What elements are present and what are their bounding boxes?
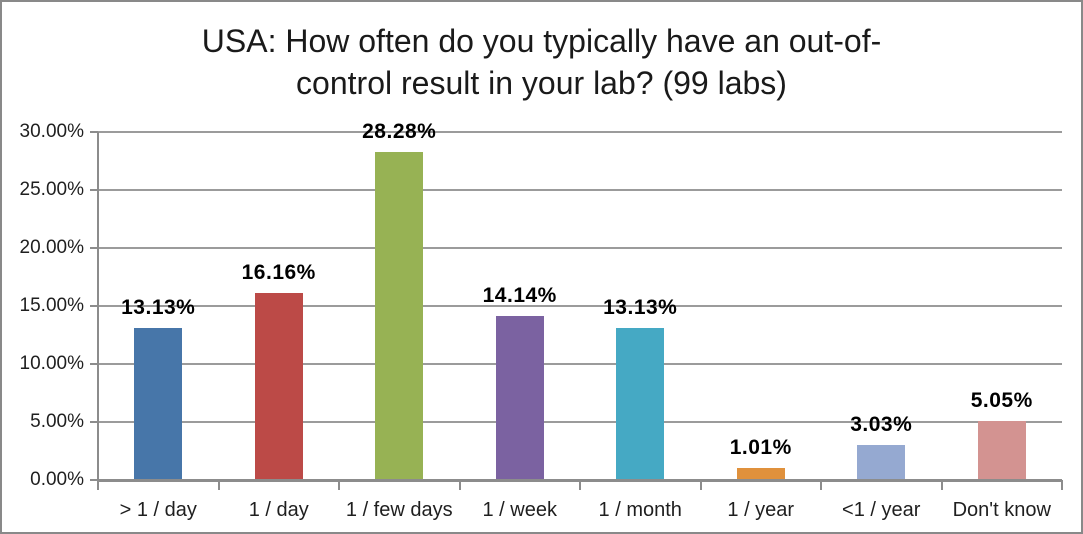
y-axis-tick — [90, 305, 98, 307]
y-axis-tick — [90, 189, 98, 191]
x-axis-line — [98, 479, 1062, 482]
bar-value-label: 16.16% — [241, 260, 316, 284]
y-gridline — [98, 305, 1062, 307]
chart-title-line2: control result in your lab? (99 labs) — [296, 65, 787, 101]
y-axis-tick — [90, 479, 98, 481]
x-axis-tick — [217, 480, 220, 490]
bar-value-label: 1.01% — [729, 436, 792, 460]
bar-4 — [495, 315, 544, 480]
bar-value-label: 3.03% — [850, 412, 913, 436]
x-axis-label: 1 / year — [727, 499, 795, 521]
y-gridline — [98, 247, 1062, 249]
y-axis-tick — [90, 421, 98, 423]
bar-value-label: 28.28% — [362, 119, 437, 143]
x-axis-label: > 1 / day — [119, 499, 197, 521]
y-gridline — [98, 363, 1062, 365]
x-axis-label: 1 / month — [598, 499, 682, 521]
bar-5 — [616, 327, 665, 480]
y-gridline — [98, 131, 1062, 133]
y-axis-line — [97, 132, 99, 480]
y-axis-label: 25.00% — [19, 179, 84, 200]
x-axis-tick — [579, 480, 581, 490]
bar-value-label: 14.14% — [482, 283, 557, 307]
chart-title: USA: How often do you typically have an … — [2, 20, 1081, 104]
y-axis-tick — [90, 247, 98, 249]
y-gridline — [98, 189, 1062, 191]
y-axis-tick — [90, 363, 98, 365]
x-axis-tick — [699, 480, 702, 490]
y-axis-label: 0.00% — [30, 469, 84, 490]
bar-value-label: 5.05% — [970, 389, 1033, 413]
x-axis-tick — [97, 480, 99, 490]
y-axis-label: 20.00% — [19, 237, 84, 258]
x-axis-tick — [338, 480, 340, 490]
y-axis-label: 5.00% — [30, 411, 84, 432]
bar-8 — [977, 421, 1026, 480]
x-axis-label: Don't know — [952, 499, 1051, 521]
x-axis-label: 1 / few days — [345, 499, 453, 521]
x-axis-label: 1 / week — [482, 499, 557, 521]
x-axis-tick — [1061, 480, 1063, 490]
x-axis-label: <1 / year — [842, 499, 921, 521]
x-axis-tick — [820, 480, 822, 490]
bar-value-label: 13.13% — [121, 295, 196, 319]
bar-1 — [134, 327, 183, 480]
bar-6 — [736, 468, 785, 480]
bar-3 — [375, 151, 424, 480]
y-gridline — [98, 421, 1062, 423]
y-axis-label: 10.00% — [19, 353, 84, 374]
x-axis-tick — [940, 480, 943, 490]
bar-7 — [857, 444, 906, 480]
y-axis-tick — [90, 131, 98, 133]
y-axis-label: 30.00% — [19, 121, 84, 142]
bar-2 — [254, 292, 303, 480]
x-axis-label: 1 / day — [248, 499, 309, 521]
chart-title-line1: USA: How often do you typically have an … — [201, 23, 882, 59]
bar-value-label: 13.13% — [603, 295, 678, 319]
y-axis-label: 15.00% — [19, 295, 84, 316]
x-axis-tick — [458, 480, 461, 490]
